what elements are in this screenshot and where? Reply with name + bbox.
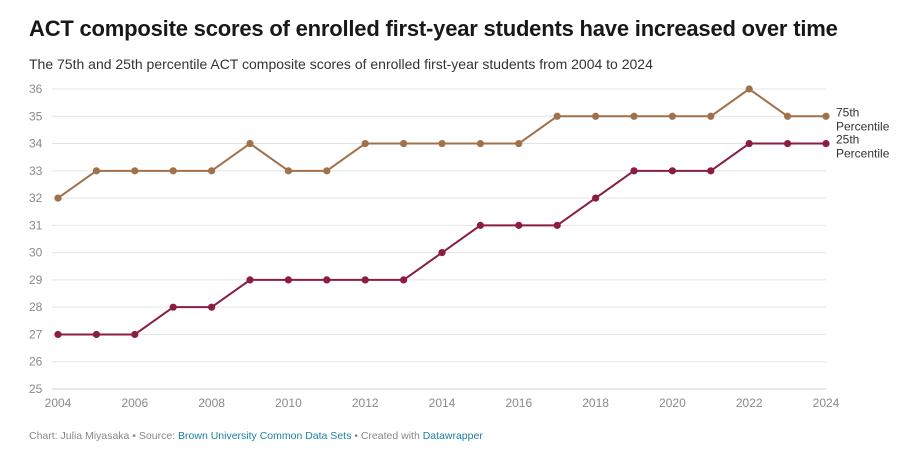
y-tick-label: 31 bbox=[29, 218, 43, 232]
series-label-line: 25th bbox=[836, 133, 859, 147]
y-tick-label: 29 bbox=[29, 273, 43, 287]
y-tick-label: 25 bbox=[29, 382, 43, 396]
data-point bbox=[246, 139, 254, 148]
data-point bbox=[745, 139, 753, 148]
data-point bbox=[361, 276, 369, 284]
data-point bbox=[707, 112, 715, 120]
y-tick-label: 35 bbox=[29, 109, 43, 123]
series-label: 25th Percentile bbox=[836, 133, 890, 161]
x-tick-label: 2010 bbox=[275, 396, 302, 410]
series-label-line: Percentile bbox=[836, 119, 890, 133]
data-point bbox=[54, 330, 62, 339]
data-point bbox=[208, 303, 216, 311]
data-point bbox=[92, 330, 100, 339]
chart-footer: Chart: Julia Miyasaka • Source: Brown Un… bbox=[29, 430, 483, 442]
data-point bbox=[668, 167, 677, 175]
data-point bbox=[553, 221, 561, 229]
data-point bbox=[169, 167, 177, 175]
y-tick-label: 34 bbox=[29, 137, 43, 151]
footer-tool-link[interactable]: Datawrapper bbox=[422, 430, 483, 442]
y-tick-label: 30 bbox=[29, 246, 43, 260]
x-tick-label: 2016 bbox=[505, 396, 532, 410]
footer-author: Julia Miyasaka bbox=[60, 430, 130, 442]
data-point bbox=[284, 276, 292, 284]
data-point bbox=[131, 167, 139, 175]
line-chart: 25 26 27 28 29 30 31 32 33 34 35 36 2004 2006 2008 201… bbox=[29, 82, 890, 410]
data-point bbox=[707, 167, 715, 175]
data-point bbox=[476, 139, 484, 148]
y-tick-label: 36 bbox=[29, 82, 43, 96]
x-tick-label: 2018 bbox=[582, 396, 609, 410]
data-point bbox=[592, 112, 600, 120]
data-point bbox=[592, 194, 600, 202]
chart-title: ACT composite scores of enrolled first-y… bbox=[29, 16, 838, 41]
y-tick-label: 27 bbox=[29, 327, 43, 341]
data-point bbox=[745, 85, 753, 93]
x-tick-label: 2006 bbox=[121, 396, 148, 410]
data-point bbox=[630, 112, 638, 120]
chart-subtitle: The 75th and 25th percentile ACT composi… bbox=[29, 56, 653, 72]
series-75th-percentile bbox=[54, 85, 830, 202]
x-tick-label: 2004 bbox=[45, 396, 72, 410]
data-point bbox=[822, 139, 830, 148]
x-tick-label: 2022 bbox=[736, 396, 763, 410]
series-label-line: 75th bbox=[836, 105, 859, 119]
data-point bbox=[438, 249, 446, 257]
data-point bbox=[246, 276, 254, 284]
data-point bbox=[784, 139, 792, 148]
footer-created-prefix: • Created with bbox=[351, 430, 423, 442]
data-point bbox=[131, 330, 139, 339]
y-tick-label: 26 bbox=[29, 355, 43, 369]
x-tick-label: 2020 bbox=[659, 396, 686, 410]
y-tick-label: 32 bbox=[29, 191, 43, 205]
y-axis-ticks: 25 26 27 28 29 30 31 32 33 34 35 36 bbox=[29, 82, 43, 396]
footer-source-prefix: • Source: bbox=[129, 430, 179, 442]
series-label: 75th Percentile bbox=[836, 105, 890, 133]
data-point bbox=[784, 112, 792, 120]
data-point bbox=[476, 221, 484, 229]
data-point bbox=[822, 112, 830, 120]
y-tick-label: 28 bbox=[29, 300, 43, 314]
footer-source-link[interactable]: Brown University Common Data Sets bbox=[178, 430, 352, 442]
data-point bbox=[438, 139, 446, 148]
data-point bbox=[553, 112, 561, 120]
footer-chart-prefix: Chart: bbox=[29, 430, 61, 442]
series-label-line: Percentile bbox=[836, 147, 890, 161]
series-25th-percentile bbox=[54, 139, 830, 339]
data-point bbox=[208, 167, 216, 175]
x-tick-label: 2014 bbox=[429, 396, 456, 410]
data-point bbox=[361, 139, 369, 148]
x-tick-label: 2008 bbox=[198, 396, 225, 410]
data-point bbox=[323, 167, 331, 175]
data-point bbox=[668, 112, 677, 120]
x-tick-label: 2012 bbox=[352, 396, 379, 410]
data-point bbox=[630, 167, 638, 175]
data-point bbox=[92, 167, 100, 175]
x-tick-label: 2024 bbox=[813, 396, 840, 410]
series-lines bbox=[54, 85, 830, 339]
gridlines bbox=[52, 88, 826, 390]
data-point bbox=[400, 276, 408, 284]
data-point bbox=[284, 167, 292, 175]
data-point bbox=[169, 303, 177, 311]
data-point bbox=[515, 139, 523, 148]
data-point bbox=[323, 276, 331, 284]
data-point bbox=[515, 221, 523, 229]
data-point bbox=[54, 194, 62, 202]
x-axis-ticks: 2004 2006 2008 2010 2012 2014 2016 2018 2020 2022… bbox=[45, 396, 840, 410]
data-point bbox=[400, 139, 408, 148]
y-tick-label: 33 bbox=[29, 164, 43, 178]
